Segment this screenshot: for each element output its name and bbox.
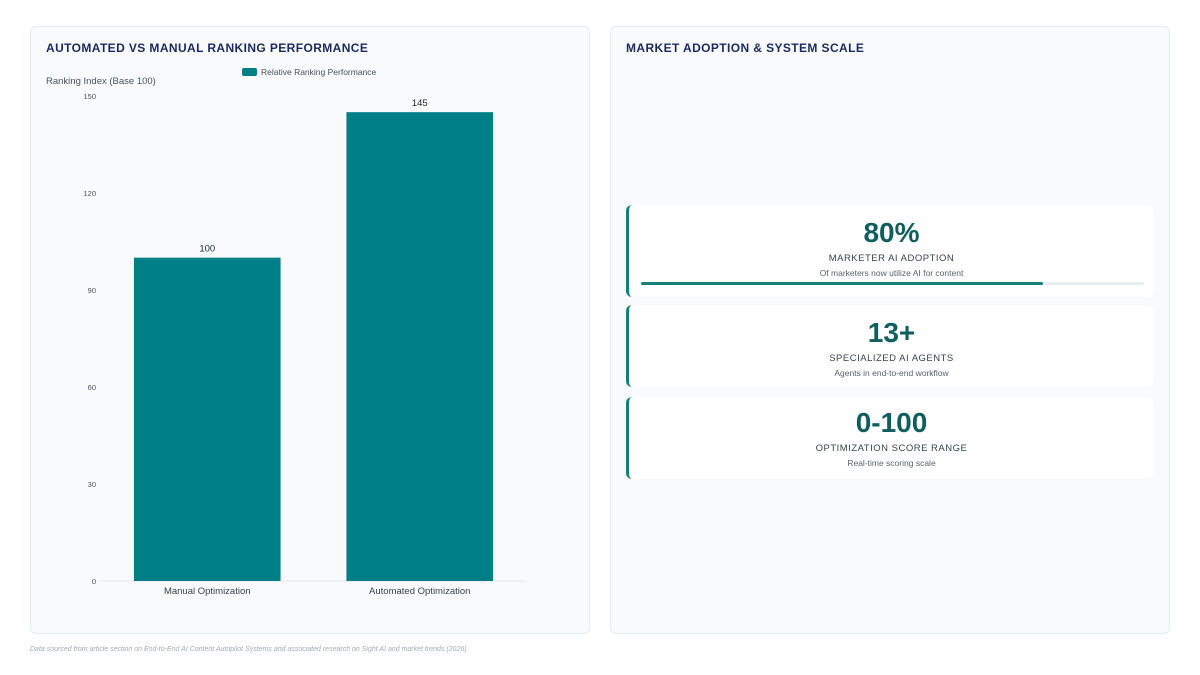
y-axis-label: Ranking Index (Base 100): [46, 76, 156, 87]
legend-swatch: [242, 68, 257, 76]
market-adoption-panel: MARKET ADOPTION & SYSTEM SCALE 80% MARKE…: [610, 26, 1170, 634]
stat-description: Agents in end-to-end workflow: [834, 368, 949, 378]
ranking-performance-title: AUTOMATED VS MANUAL RANKING PERFORMANCE: [46, 41, 369, 55]
adoption-progress-fill: [641, 282, 1044, 285]
y-tick-label: 90: [88, 286, 96, 295]
y-tick-label: 120: [83, 189, 96, 198]
stat-value: 0-100: [855, 407, 928, 438]
stat-value: 13+: [867, 317, 916, 348]
stat-card-ai-adoption: 80% MARKETER AI ADOPTION Of marketers no…: [626, 205, 1154, 297]
ranking-performance-panel: AUTOMATED VS MANUAL RANKING PERFORMANCE …: [30, 26, 590, 634]
market-adoption-title: MARKET ADOPTION & SYSTEM SCALE: [626, 41, 865, 55]
stat-card-score-range: 0-100 OPTIMIZATION SCORE RANGE Real-time…: [626, 397, 1154, 479]
bar: [346, 112, 494, 582]
stat-card-ai-agents: 13+ SPECIALIZED AI AGENTS Agents in end-…: [626, 305, 1154, 387]
bar-data-label: 100: [199, 244, 215, 255]
stat-value: 80%: [863, 217, 920, 248]
legend-label: Relative Ranking Performance: [261, 67, 377, 77]
source-footnote: Data sourced from article section on End…: [30, 646, 469, 653]
stat-label: SPECIALIZED AI AGENTS: [829, 353, 954, 364]
ranking-bar-chart: Ranking Index (Base 100) Relative Ranking…: [46, 67, 526, 597]
y-tick-label: 150: [83, 92, 96, 101]
bar: [133, 257, 281, 581]
stat-description: Real-time scoring scale: [847, 458, 936, 468]
y-tick-label: 0: [92, 577, 96, 586]
adoption-progress-bar: [641, 282, 1144, 285]
stat-description: Of marketers now utilize AI for content: [819, 268, 964, 278]
stat-label: OPTIMIZATION SCORE RANGE: [815, 443, 968, 454]
x-tick-label: Automated Optimization: [369, 586, 470, 597]
x-tick-label: Manual Optimization: [164, 586, 251, 597]
y-tick-label: 30: [88, 480, 96, 489]
bar-data-label: 145: [412, 98, 428, 109]
stat-label: MARKETER AI ADOPTION: [828, 253, 955, 264]
y-tick-label: 60: [88, 383, 96, 392]
